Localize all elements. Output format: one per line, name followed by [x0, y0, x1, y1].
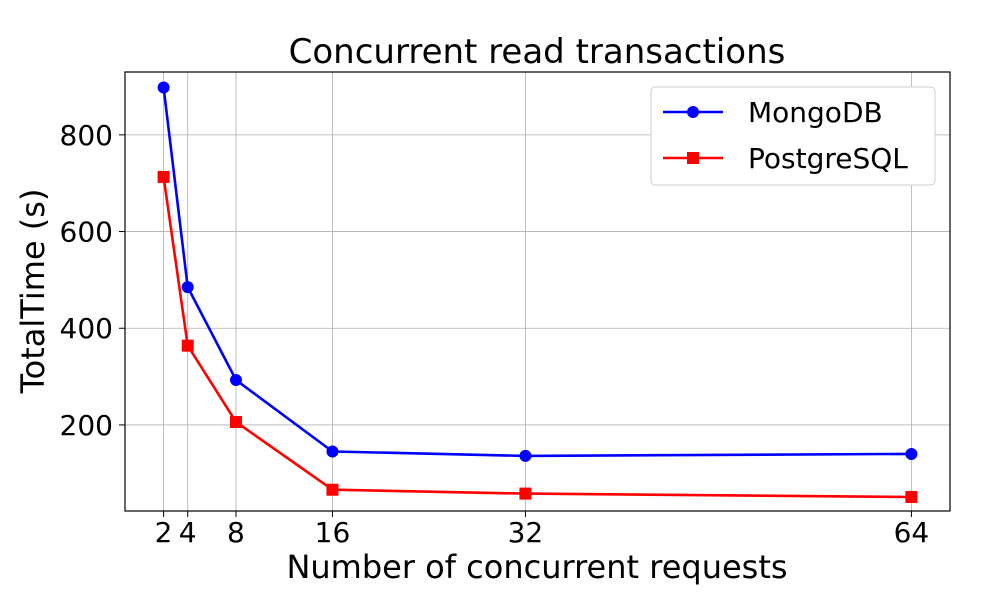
- legend-swatch-marker: [687, 106, 699, 118]
- legend-label: PostgreSQL: [748, 142, 908, 175]
- y-axis-ticks: 200 400 600 800: [60, 119, 125, 442]
- legend-label: MongoDB: [748, 96, 883, 129]
- x-axis-label: Number of concurrent requests: [286, 548, 787, 586]
- series-line-mongodb: [162, 87, 912, 458]
- y-tick-label: 800: [60, 119, 113, 152]
- series-layer: [157, 81, 918, 503]
- data-point-postgresql: [157, 170, 170, 183]
- data-point-mongodb: [181, 281, 194, 294]
- data-point-postgresql: [326, 483, 339, 496]
- x-tick-label: 4: [179, 516, 197, 549]
- data-point-postgresql: [519, 487, 532, 500]
- y-tick-label: 200: [60, 409, 113, 442]
- x-tick-label: 8: [227, 516, 245, 549]
- data-point-postgresql: [181, 339, 194, 352]
- y-tick-label: 600: [60, 216, 113, 249]
- x-tick-label: 16: [315, 516, 351, 549]
- x-tick-label: 2: [155, 516, 173, 549]
- y-axis-label: TotalTime (s): [14, 189, 52, 395]
- x-tick-label: 32: [508, 516, 544, 549]
- data-point-mongodb: [905, 447, 918, 460]
- legend: MongoDB PostgreSQL: [650, 86, 936, 186]
- data-point-mongodb: [326, 445, 339, 458]
- chart-title: Concurrent read transactions: [289, 32, 786, 72]
- series-mongodb: [157, 81, 918, 462]
- data-point-mongodb: [157, 81, 170, 94]
- legend-entry-mongodb: MongoDB: [663, 96, 883, 129]
- series-line-postgresql: [162, 176, 912, 499]
- data-point-postgresql: [229, 416, 242, 429]
- series-postgresql: [157, 170, 918, 503]
- y-tick-label: 400: [60, 312, 113, 345]
- x-axis-ticks: 2 4 8 16 32 64: [155, 511, 930, 549]
- data-point-postgresql: [905, 490, 918, 503]
- legend-entry-postgresql: PostgreSQL: [663, 142, 908, 175]
- data-point-mongodb: [229, 373, 242, 386]
- legend-swatch-marker: [687, 152, 699, 164]
- x-tick-label: 64: [894, 516, 930, 549]
- data-point-mongodb: [519, 449, 532, 462]
- plot-area: [124, 71, 951, 512]
